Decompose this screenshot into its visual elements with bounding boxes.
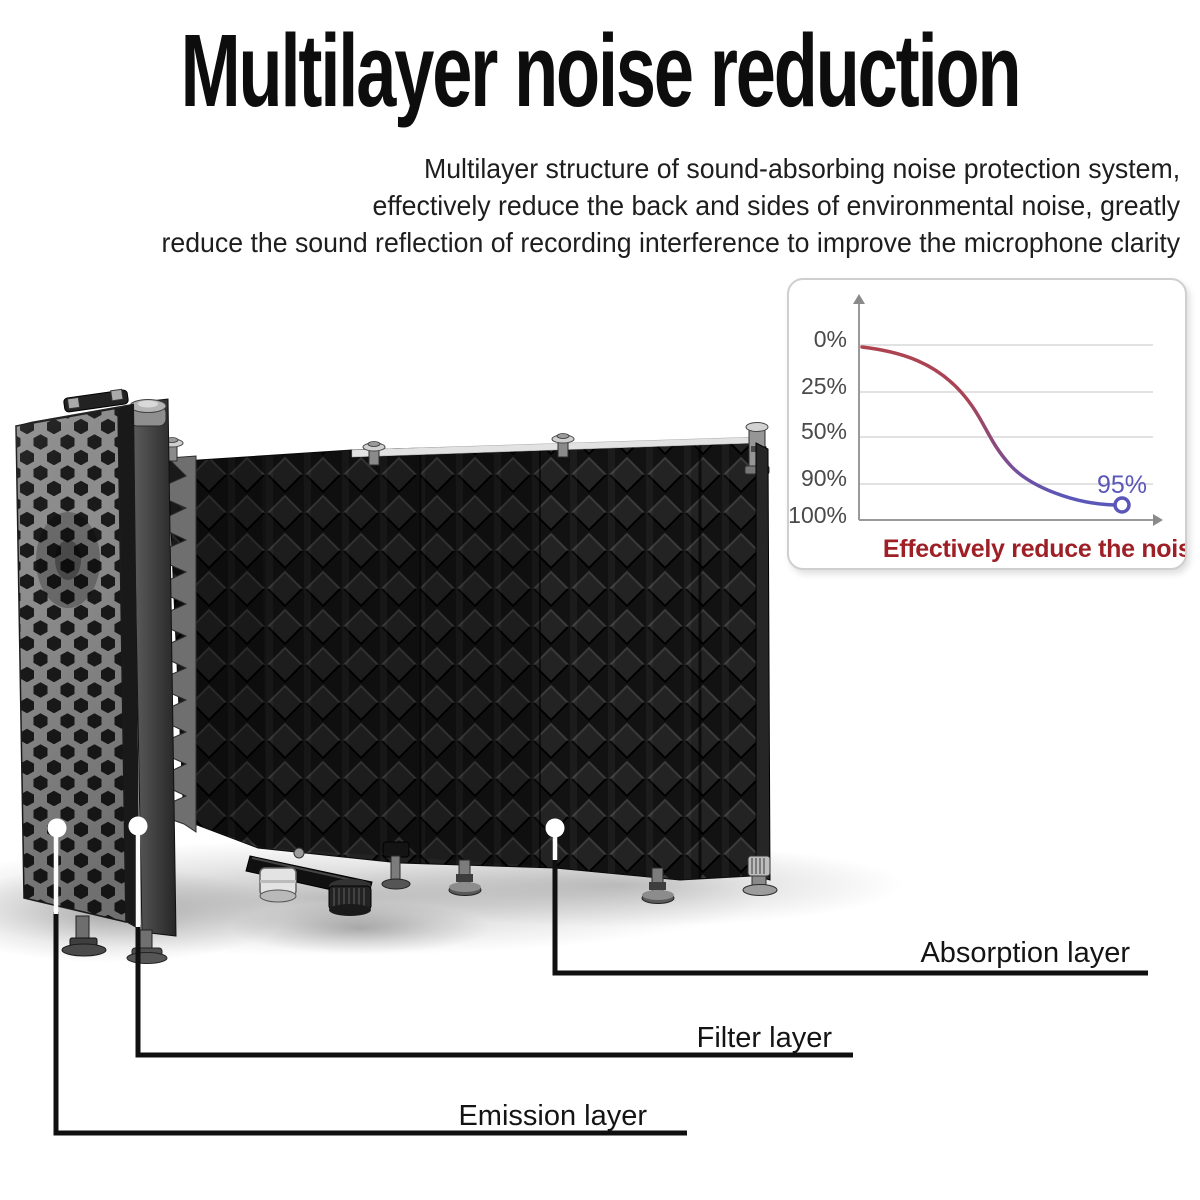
- leader-line-emission: [53, 912, 687, 1136]
- chart-end-marker: [1113, 496, 1131, 514]
- y-axis-arrow: [853, 294, 865, 304]
- y-tick-0: 0%: [814, 326, 847, 352]
- chart-caption: Effectively reduce the noise: [883, 535, 1185, 563]
- y-tick-25: 25%: [801, 373, 847, 399]
- perforated-emission-panel: [15, 388, 140, 957]
- y-tick-90: 90%: [801, 465, 847, 491]
- screw-feet: [448, 859, 675, 904]
- foam-absorption-panels: [148, 436, 767, 881]
- chart-gridlines: [859, 344, 1153, 485]
- leader-line-absorption: [552, 858, 1148, 976]
- chart-end-label: 95%: [1097, 471, 1147, 499]
- mounting-bracket: [245, 841, 411, 916]
- absorption-layer-label: Absorption layer: [920, 937, 1130, 969]
- chart-curve: [860, 345, 1117, 507]
- description: Multilayer structure of sound-absorbing …: [161, 150, 1180, 261]
- callout-dot-emission: [47, 818, 67, 838]
- filter-layer-label: Filter layer: [696, 1022, 832, 1054]
- noise-reduction-chart: 0% 25% 50% 90% 100% 95% Effectively redu…: [789, 294, 1185, 563]
- y-tick-50: 50%: [801, 418, 847, 444]
- description-line-1: Multilayer structure of sound-absorbing …: [423, 153, 1180, 184]
- hinge-frame-column: [126, 398, 177, 964]
- callout-dot-absorption: [545, 818, 565, 838]
- page-title: Multilayer noise reduction: [180, 13, 1022, 128]
- callout-dot-filter: [128, 816, 148, 836]
- leader-lines: [47, 816, 1148, 1136]
- emission-layer-label: Emission layer: [458, 1100, 647, 1132]
- y-tick-100: 100%: [789, 502, 847, 528]
- top-clip: [63, 388, 129, 413]
- right-frame-edge: [742, 442, 778, 896]
- chart-axes: [858, 302, 1155, 521]
- description-line-3: reduce the sound reflection of recording…: [161, 227, 1180, 258]
- description-line-2: effectively reduce the back and sides of…: [372, 190, 1180, 221]
- leader-line-filter: [135, 925, 853, 1058]
- noise-reduction-chart-card: 0% 25% 50% 90% 100% 95% Effectively redu…: [787, 278, 1187, 570]
- x-axis-arrow: [1153, 514, 1163, 526]
